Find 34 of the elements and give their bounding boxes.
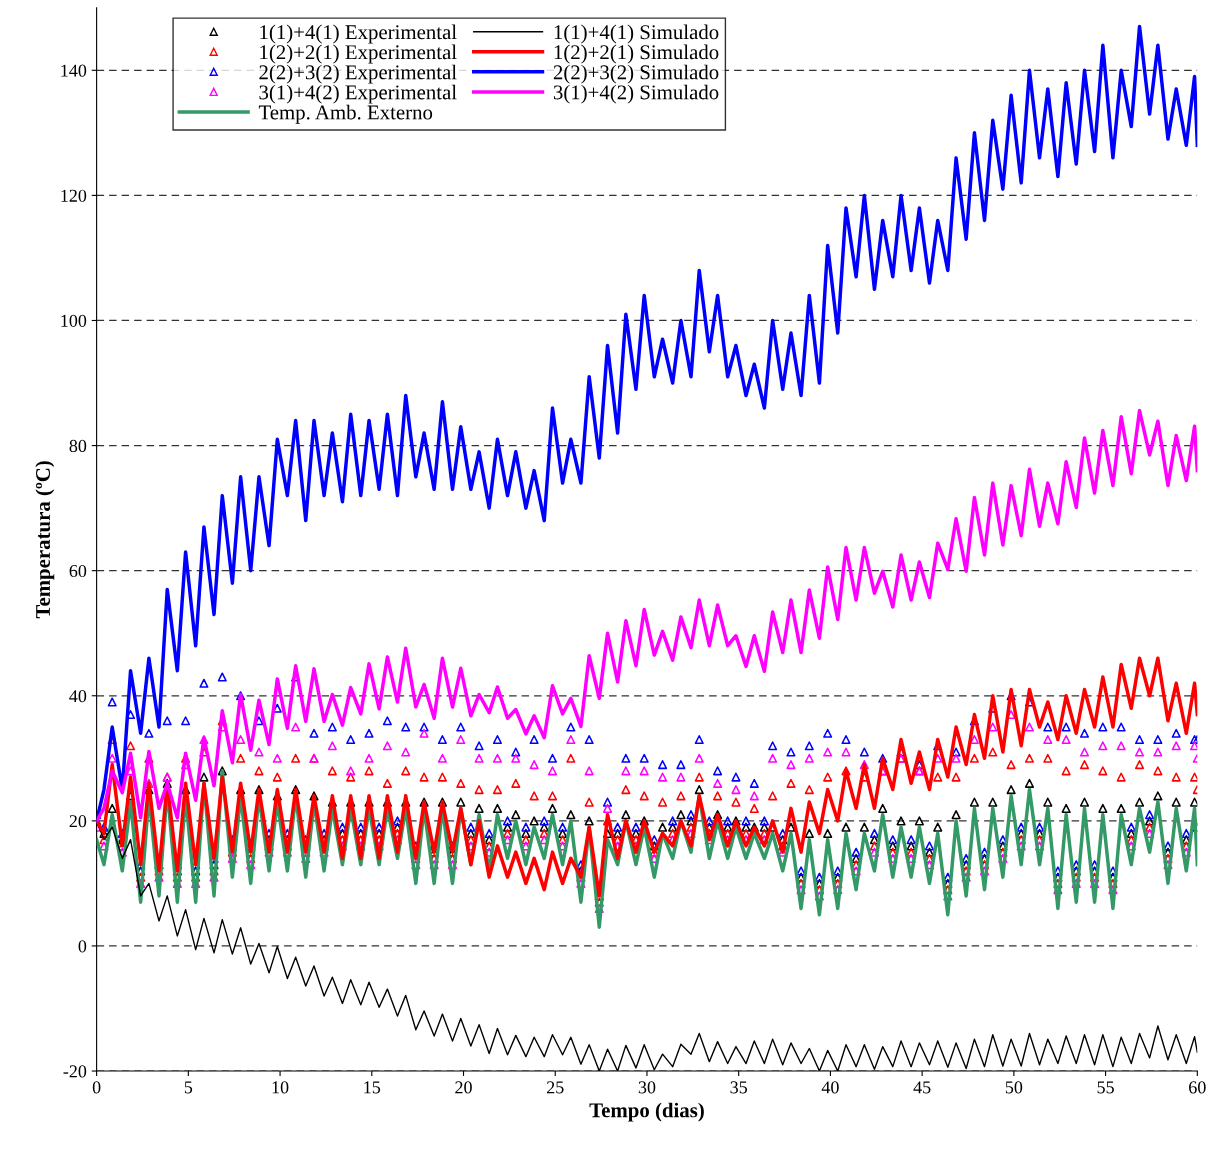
x-tick-label: 20 [455, 1081, 472, 1094]
y-tick-label: 60 [69, 564, 87, 578]
x-tick-label: 10 [272, 1081, 289, 1094]
legend-label: 1(2)+2(1) Experimental [260, 44, 457, 64]
line-series [96, 408, 1198, 823]
x-tick-label: 35 [730, 1081, 748, 1094]
y-tick-label: 40 [69, 690, 87, 703]
legend-label: Temp. Amb. Externo [258, 104, 433, 124]
x-tick-label: 55 [1097, 1081, 1114, 1094]
legend-label: 2(2)+3(2) Simulado [553, 64, 719, 84]
y-tick-label: 80 [69, 439, 87, 453]
x-axis-title: Tempo (dias) [589, 1102, 704, 1122]
y-axis-title: Temperatura (ºC) [35, 461, 55, 619]
x-tick-label: 50 [1005, 1081, 1023, 1094]
legend-label: 2(2)+3(2) Experimental [259, 64, 457, 84]
y-tick-label: 140 [61, 64, 87, 77]
x-tick-label: 0 [92, 1081, 101, 1094]
x-tick-label: 40 [821, 1081, 839, 1094]
y-tick-label: -20 [63, 1065, 87, 1078]
y-tick-label: 100 [61, 314, 87, 327]
x-tick-label: 30 [638, 1081, 656, 1094]
legend-label: 1(1)+4(1) Simulado [554, 24, 719, 44]
legend-label: 3(1)+4(2) Simulado [553, 84, 719, 104]
legend-label: 1(1)+4(1) Experimental [260, 24, 457, 44]
y-tick-label: 120 [61, 189, 87, 202]
x-tick-label: 45 [913, 1081, 931, 1094]
x-tick-label: 5 [184, 1081, 193, 1094]
y-tick-label: 0 [78, 940, 87, 953]
legend-label: 1(2)+2(1) Simulado [554, 44, 719, 64]
x-tick-label: 25 [547, 1081, 564, 1094]
y-tick-label: 20 [69, 815, 87, 828]
x-tick-label: 15 [364, 1081, 381, 1094]
x-tick-label: 60 [1189, 1081, 1206, 1094]
legend-label: 3(1)+4(2) Experimental [259, 84, 457, 104]
